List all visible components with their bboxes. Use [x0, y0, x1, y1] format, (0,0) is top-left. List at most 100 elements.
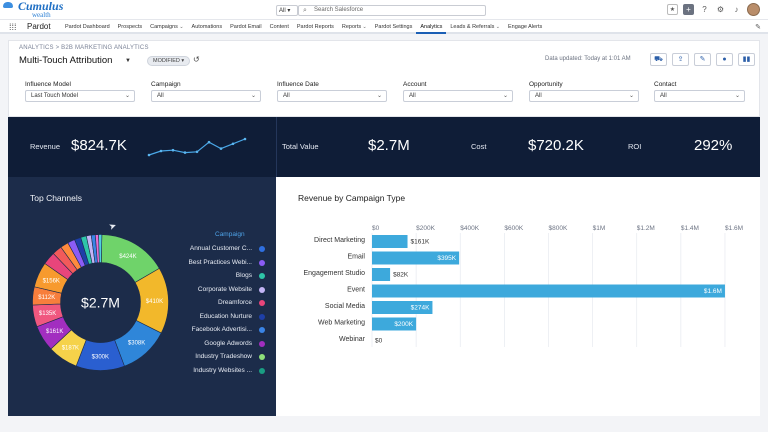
nav-tab-prospects[interactable]: Prospects [114, 20, 146, 34]
influence-date-select[interactable]: All ⌄ [277, 90, 387, 102]
contact-select[interactable]: All ⌄ [654, 90, 745, 102]
nav-tab-reports[interactable]: Reports ⌄ [338, 20, 371, 34]
sparkline-point[interactable] [159, 149, 163, 153]
nav-tab-pardot-reports[interactable]: Pardot Reports [293, 20, 338, 34]
roi-value[interactable]: 292% [694, 137, 733, 154]
revenue-bar-chart[interactable]: $0 $200K $400K $600K $800K $1M $1.2M $1.4M $1.6M… [276, 177, 760, 416]
filter-label: Influence Date [277, 81, 319, 88]
nav-tab-engage-alerts[interactable]: Engage Alerts [504, 20, 546, 34]
x-tick-label: $0 [372, 225, 380, 232]
header-utility-icons: ★ + ? ⚙ ♪ [667, 3, 760, 16]
nav-tab-label: Campaigns [150, 24, 178, 30]
revenue-sparkline[interactable] [145, 135, 249, 159]
nav-tab-pardot-email[interactable]: Pardot Email [226, 20, 266, 34]
legend-item-label: Corporate Website [197, 285, 252, 293]
cost-value[interactable]: $720.2K [528, 137, 584, 154]
filter-opportunity: Opportunity All ⌄ [529, 81, 639, 102]
legend-item[interactable]: Industry Websites ... [158, 367, 268, 381]
bar[interactable] [372, 235, 408, 248]
bar[interactable] [372, 284, 725, 298]
global-search-input[interactable]: ⌕ Search Salesforce [298, 5, 486, 16]
favorites-star-icon[interactable]: ★ [667, 4, 678, 15]
y-category-label: Social Media [325, 303, 365, 310]
user-avatar[interactable] [747, 3, 760, 16]
sparkline-point[interactable] [207, 140, 211, 144]
nav-tab-analytics[interactable]: Analytics [416, 20, 447, 34]
legend-swatch [259, 300, 265, 306]
bar[interactable] [372, 268, 391, 281]
legend-item[interactable]: Best Practices Webi... [158, 259, 268, 273]
logo-secondary: wealth [32, 11, 51, 19]
opportunity-select[interactable]: All ⌄ [529, 90, 639, 102]
chart-view-icon[interactable]: ▮▮ [738, 53, 755, 66]
sparkline-point[interactable] [171, 148, 175, 152]
org-logo[interactable]: Cumulus wealth [6, 0, 64, 19]
annotate-icon[interactable]: ✎ [694, 53, 711, 66]
page-footer-area [0, 416, 768, 432]
legend-item[interactable]: Facebook Advertisi... [158, 326, 268, 340]
legend-item[interactable]: Annual Customer C... [158, 245, 268, 259]
revenue-label: Revenue [30, 142, 61, 151]
page-header: ANALYTICS > B2B MARKETING ANALYTICS Mult… [8, 40, 760, 71]
legend-item[interactable]: Education Nurture [158, 313, 268, 327]
legend-item[interactable]: Industry Tradeshow [158, 353, 268, 367]
legend-item[interactable]: Corporate Website [158, 286, 268, 300]
legend-item[interactable]: Dreamforce [158, 299, 268, 313]
sparkline-point[interactable] [147, 153, 151, 157]
sparkline-point[interactable] [243, 137, 247, 141]
logo-primary: Cumulus [18, 0, 64, 13]
y-category-label: Email [347, 254, 365, 261]
bar[interactable] [372, 317, 417, 331]
x-tick-label: $1.4M [681, 225, 699, 232]
nav-tab-campaigns[interactable]: Campaigns ⌄ [146, 20, 187, 34]
setup-gear-icon[interactable]: ⚙ [716, 5, 725, 14]
nav-tab-label: Engage Alerts [507, 24, 543, 30]
campaign-select[interactable]: All ⌄ [151, 90, 261, 102]
legend-item-label: Education Nurture [199, 312, 252, 320]
legend-title: Campaign [215, 231, 245, 238]
nav-tab-pardot-dashboard[interactable]: Pardot Dashboard [61, 20, 114, 34]
bar-value-label: $82K [393, 272, 409, 279]
help-icon[interactable]: ? [702, 5, 707, 14]
notifications-bell-icon[interactable]: ♪ [734, 5, 739, 14]
total-value-value[interactable]: $2.7M [368, 137, 410, 154]
dashboard-actions: ⛟ ⇪ ✎ ● ▮▮ [650, 53, 755, 66]
app-name: Pardot [27, 22, 51, 31]
sparkline-point[interactable] [231, 142, 235, 146]
revenue-value[interactable]: $824.7K [71, 137, 127, 154]
nav-tab-automations[interactable]: Automations [188, 20, 227, 34]
modified-status-pill[interactable]: MODIFIED ▾ [147, 56, 191, 66]
breadcrumb[interactable]: ANALYTICS > B2B MARKETING ANALYTICS [19, 45, 149, 51]
legend-swatch [259, 259, 265, 266]
sparkline-point[interactable] [219, 147, 223, 150]
bar[interactable] [372, 251, 460, 265]
app-launcher-icon[interactable]: ⁞⁞⁞ [9, 22, 17, 32]
share-icon[interactable]: ⇪ [672, 53, 689, 66]
edit-nav-pencil-icon[interactable]: ✎ [755, 24, 761, 31]
search-scope-select[interactable]: All ▾ [276, 5, 298, 16]
chevron-down-icon[interactable]: ⌄ [177, 24, 184, 30]
sparkline-point[interactable] [183, 151, 187, 154]
kpi-band: Revenue $824.7K Total Value $2.7M Cost $… [8, 117, 760, 177]
global-actions-plus-icon[interactable]: + [683, 4, 694, 15]
nav-tab-leads-referrals[interactable]: Leads & Referrals ⌄ [446, 20, 504, 34]
nav-tab-content[interactable]: Content [266, 20, 293, 34]
x-tick-label: $200K [416, 225, 435, 232]
reset-undo-icon[interactable]: ↺ [193, 55, 200, 64]
chat-icon[interactable]: ● [716, 53, 733, 66]
influence-model-select[interactable]: Last Touch Model ⌄ [25, 90, 135, 102]
chevron-down-icon[interactable]: ⌄ [494, 24, 500, 30]
legend-item[interactable]: Google Adwords [158, 340, 268, 354]
cart-icon[interactable]: ⛟ [650, 53, 667, 66]
channels-donut-chart[interactable]: $424K $410K $308K $300K $187K $161K $135K $112K… [28, 230, 173, 375]
account-select[interactable]: All ⌄ [403, 90, 513, 102]
bar[interactable] [372, 301, 433, 314]
bar-value-label: $395K [437, 255, 456, 262]
sparkline-point[interactable] [195, 150, 199, 154]
donut-slice[interactable] [98, 234, 103, 263]
legend-item[interactable]: Blogs [158, 272, 268, 286]
chevron-down-icon[interactable]: ⌄ [361, 24, 367, 30]
nav-tab-pardot-settings[interactable]: Pardot Settings [371, 20, 417, 34]
title-dropdown-chevron-icon[interactable]: ▼ [125, 58, 131, 64]
chevron-down-icon: ▾ [181, 58, 185, 64]
